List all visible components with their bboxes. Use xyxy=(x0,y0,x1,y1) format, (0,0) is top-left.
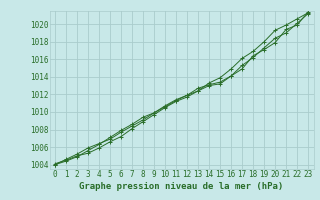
X-axis label: Graphe pression niveau de la mer (hPa): Graphe pression niveau de la mer (hPa) xyxy=(79,182,284,191)
